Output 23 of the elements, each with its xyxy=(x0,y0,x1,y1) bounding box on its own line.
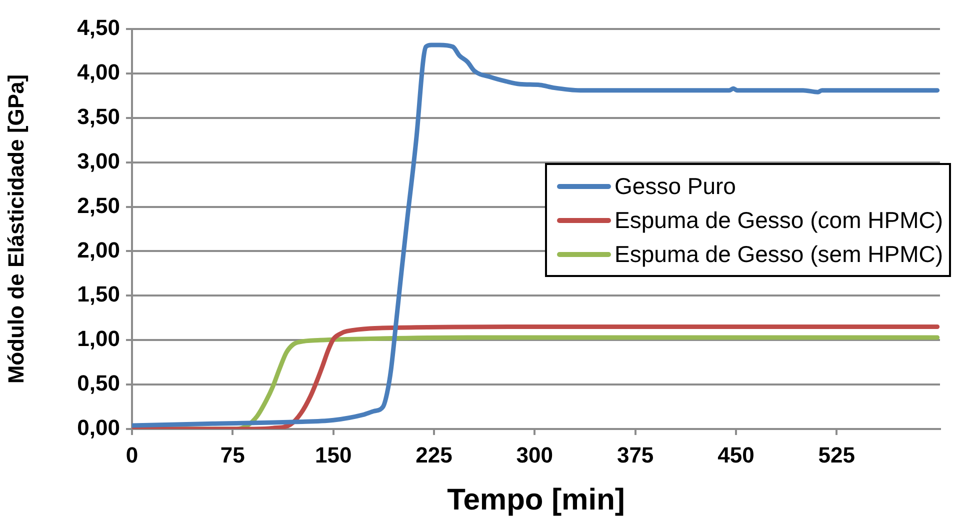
x-tick-label: 0 xyxy=(126,442,138,468)
y-tick-label: 4,00 xyxy=(77,60,120,85)
x-tick-label: 225 xyxy=(416,442,452,468)
y-tick-label: 1,00 xyxy=(77,326,120,352)
x-tick-label: 300 xyxy=(516,442,554,468)
y-axis-title: Módulo de Elásticidade [GPa] xyxy=(3,74,28,384)
legend-label: Espuma de Gesso (com HPMC) xyxy=(614,206,943,235)
legend-label: Espuma de Gesso (sem HPMC) xyxy=(614,240,943,269)
x-tick-label: 450 xyxy=(718,442,754,468)
x-tick-label: 375 xyxy=(616,442,654,468)
y-tick-label: 0,00 xyxy=(77,415,120,440)
x-tick-label: 75 xyxy=(220,442,245,468)
y-tick-label: 2,50 xyxy=(77,192,120,218)
x-axis-title: Tempo [min] xyxy=(447,483,625,516)
y-tick-label: 1,50 xyxy=(77,282,120,307)
x-tick-label: 525 xyxy=(818,442,856,468)
y-tick-label: 0,50 xyxy=(77,370,120,396)
y-tick-label: 3,00 xyxy=(77,148,120,174)
y-tick-label: 2,00 xyxy=(77,237,120,262)
y-tick-label: 3,50 xyxy=(77,104,120,129)
x-tick-label: 150 xyxy=(314,442,352,468)
y-tick-label: 4,50 xyxy=(77,15,120,40)
legend-label: Gesso Puro xyxy=(614,172,736,201)
